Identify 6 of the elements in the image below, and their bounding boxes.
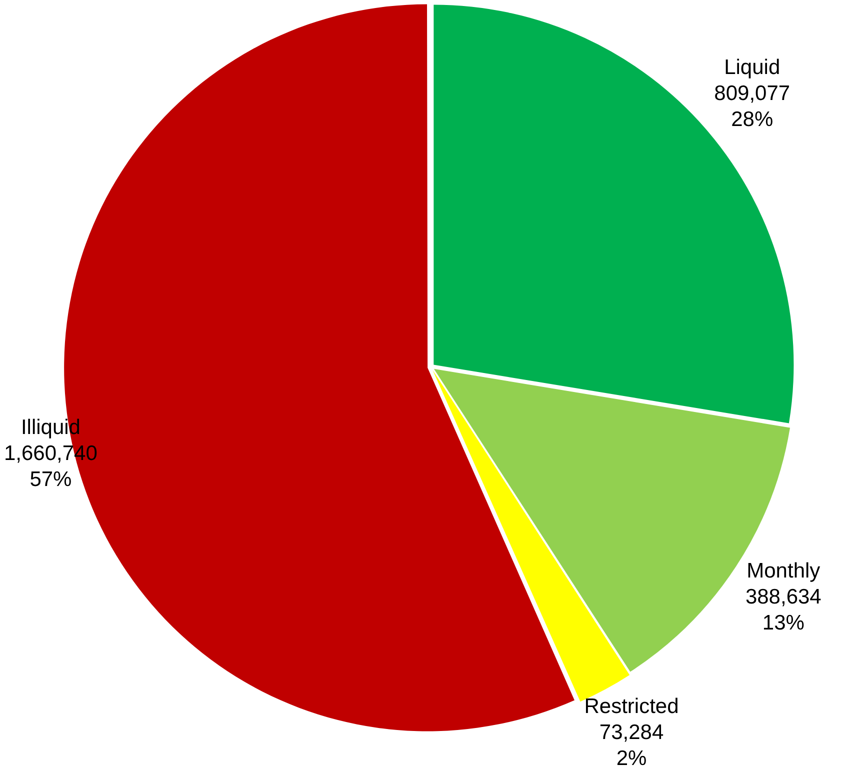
data-label: 73,284 2%: [599, 720, 664, 770]
slice-label: Liquid: [724, 56, 780, 80]
data-label: 388,634 13%: [745, 586, 822, 634]
slice-label: Restricted: [584, 694, 679, 718]
data-label: 809,077 28%: [714, 82, 790, 132]
slice-label: Monthly: [746, 560, 821, 582]
